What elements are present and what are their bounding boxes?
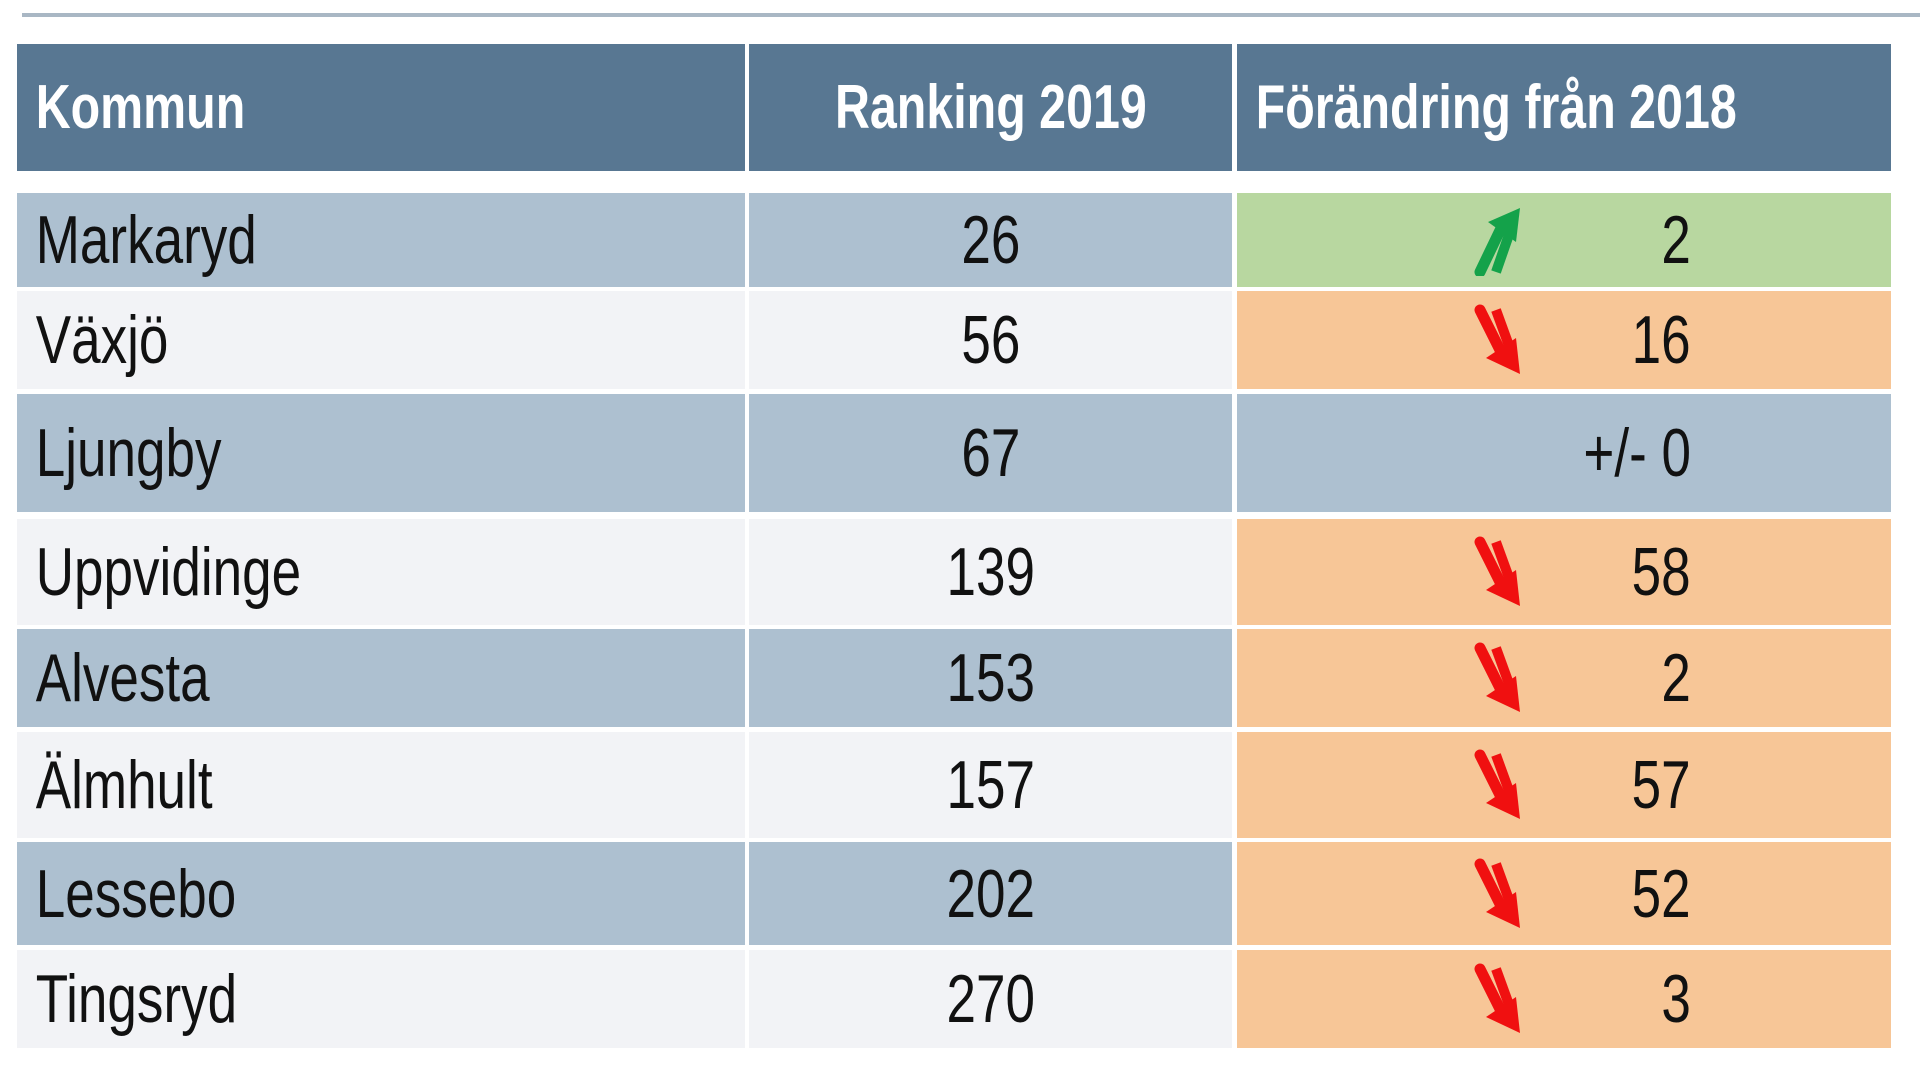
table-row-change: 58 [1237, 519, 1891, 625]
change-value: 58 [1632, 534, 1691, 610]
top-divider [22, 13, 1920, 17]
arrow-down-icon [1474, 536, 1520, 606]
ranking-value: 153 [946, 640, 1035, 716]
table-row-ranking: 26 [749, 193, 1232, 287]
arrow-down-icon [1474, 304, 1520, 374]
table-row-change: 16 [1237, 291, 1891, 389]
kommun-name: Markaryd [35, 202, 257, 278]
change-value: 2 [1661, 640, 1691, 716]
kommun-name: Älmhult [35, 747, 213, 823]
change-value: 16 [1632, 302, 1691, 378]
table-row-kommun: Tingsryd [17, 950, 745, 1048]
table-row-kommun: Markaryd [17, 193, 745, 287]
ranking-value: 157 [946, 747, 1035, 823]
table-row-kommun: Växjö [17, 291, 745, 389]
change-value: +/- 0 [1583, 415, 1691, 491]
table-row-ranking: 270 [749, 950, 1232, 1048]
table-row-ranking: 139 [749, 519, 1232, 625]
kommun-name: Tingsryd [35, 961, 238, 1037]
table-row-change: 52 [1237, 842, 1891, 945]
table-row-kommun: Ljungby [17, 394, 745, 512]
change-value: 2 [1661, 202, 1691, 278]
kommun-name: Alvesta [35, 640, 210, 716]
arrow-up-icon [1474, 208, 1520, 276]
kommun-name: Uppvidinge [35, 534, 302, 610]
header-kommun-label: Kommun [35, 73, 246, 142]
table-row-ranking: 202 [749, 842, 1232, 945]
ranking-value: 270 [946, 961, 1035, 1037]
ranking-value: 56 [960, 302, 1020, 378]
change-value: 3 [1661, 961, 1691, 1037]
arrow-down-icon [1474, 858, 1520, 928]
header-change-label: Förändring från 2018 [1255, 73, 1737, 142]
kommun-name: Ljungby [35, 415, 222, 491]
table-row-change: 3 [1237, 950, 1891, 1048]
table-row-change: 2 [1237, 193, 1891, 287]
header-change: Förändring från 2018 [1237, 44, 1891, 171]
table-row-kommun: Lessebo [17, 842, 745, 945]
ranking-value: 139 [946, 534, 1035, 610]
kommun-name: Lessebo [35, 855, 237, 932]
table-row-ranking: 56 [749, 291, 1232, 389]
table-row-kommun: Älmhult [17, 732, 745, 838]
header-ranking: Ranking 2019 [749, 44, 1232, 171]
arrow-down-icon [1474, 963, 1520, 1033]
header-ranking-label: Ranking 2019 [834, 73, 1147, 142]
ranking-value: 202 [946, 855, 1035, 932]
change-value: 52 [1632, 855, 1691, 932]
ranking-value: 67 [960, 415, 1020, 491]
header-kommun: Kommun [17, 44, 745, 171]
table-row-ranking: 67 [749, 394, 1232, 512]
table-row-change: 57 [1237, 732, 1891, 838]
arrow-down-icon [1474, 642, 1520, 712]
ranking-value: 26 [960, 202, 1020, 278]
kommun-name: Växjö [35, 302, 169, 378]
table-row-ranking: 153 [749, 629, 1232, 727]
table-row-change: 2 [1237, 629, 1891, 727]
arrow-down-icon [1474, 749, 1520, 819]
table-row-kommun: Uppvidinge [17, 519, 745, 625]
table-row-kommun: Alvesta [17, 629, 745, 727]
table-row-ranking: 157 [749, 732, 1232, 838]
table-row-change: +/- 0 [1237, 394, 1891, 512]
change-value: 57 [1632, 747, 1691, 823]
